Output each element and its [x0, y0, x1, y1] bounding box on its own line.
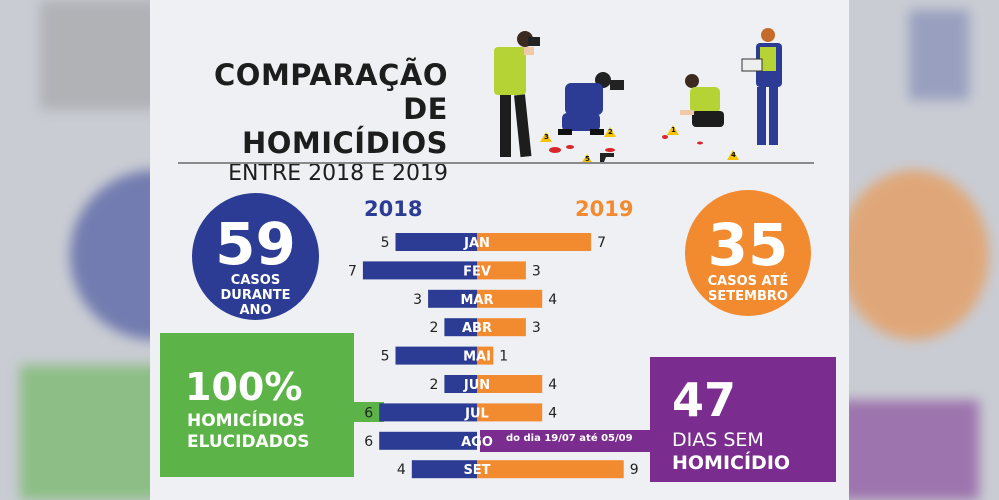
bar-2018-jul	[379, 403, 477, 422]
value-2018-mar: 3	[413, 292, 422, 308]
purple-connector	[480, 430, 652, 452]
investigator-clipboard-icon	[741, 28, 782, 145]
blurred-green-box	[20, 365, 150, 500]
bar-2019-mar	[477, 289, 543, 308]
title-line-1: COMPARAÇÃO	[214, 58, 448, 92]
value-2018-ago: 6	[364, 434, 373, 450]
bar-2018-ago	[379, 431, 477, 450]
bar-2018-jan	[395, 233, 477, 251]
days-without-homicide-box: 47 DIAS SEM HOMICÍDIO	[650, 357, 836, 482]
bar-2018-abr	[444, 318, 477, 337]
days-period-note: do dia 19/07 até 05/09	[506, 433, 633, 444]
evidence-marker-1: 1	[671, 126, 676, 134]
year-label-2019: 2019	[575, 197, 634, 221]
total-2018-number: 59	[215, 210, 296, 278]
value-2018-jun: 2	[429, 377, 438, 393]
evidence-marker-2: 2	[608, 128, 613, 136]
bar-2019-fev	[477, 261, 526, 280]
total-2019-circle: 35 CASOS ATÉ SETEMBRO	[685, 190, 811, 316]
bar-2019-jan	[477, 233, 592, 251]
value-2018-jul: 6	[364, 405, 373, 421]
total-2018-label-1: CASOS	[230, 273, 281, 288]
crime-scene-investigators-icon	[494, 28, 782, 164]
left-blurred-background	[0, 0, 150, 500]
month-label-jun: JUN	[463, 378, 490, 393]
value-2019-mar: 4	[548, 292, 557, 308]
bar-2019-jun	[477, 375, 543, 393]
evidence-marker-4: 4	[731, 151, 736, 159]
bar-2019-jul	[477, 403, 543, 422]
month-label-jul: JUL	[464, 406, 489, 421]
title-divider	[178, 162, 814, 164]
total-2019-number: 35	[707, 211, 789, 279]
evidence-marker-5: 5	[585, 155, 590, 163]
infographic-title: COMPARAÇÃO DE HOMICÍDIOS ENTRE 2018 E 20…	[200, 58, 448, 188]
bar-2018-set	[411, 460, 477, 479]
solved-cases-box: 100% HOMICÍDIOS ELUCIDADOS	[160, 333, 354, 477]
value-2019-fev: 3	[532, 263, 541, 279]
right-blurred-background	[849, 0, 999, 500]
solved-label-2: ELUCIDADOS	[187, 432, 310, 452]
value-2019-abr: 3	[532, 320, 541, 336]
value-2019-jan: 7	[597, 235, 606, 251]
title-line-2: DE HOMICÍDIOS	[241, 92, 448, 160]
total-2019-label-2: SETEMBRO	[708, 289, 788, 304]
total-2018-label-3: ANO	[239, 303, 272, 318]
month-label-mar: MAR	[460, 293, 493, 308]
total-2018-label-2: DURANTE	[220, 288, 291, 303]
investigator-standing-icon	[494, 31, 540, 158]
bar-2018-mai	[395, 346, 477, 365]
investigator-kneeling-icon	[680, 74, 724, 127]
total-2019-label-1: CASOS ATÉ	[707, 274, 789, 289]
evidence-marker-3: 3	[544, 133, 549, 141]
bar-2018-jun	[444, 375, 477, 393]
bar-2019-mai	[477, 346, 494, 365]
blurred-title	[40, 0, 150, 110]
green-connector	[354, 402, 384, 422]
value-2018-abr: 2	[429, 320, 438, 336]
value-2018-jan: 5	[381, 235, 390, 251]
value-2019-mai: 1	[499, 349, 508, 365]
bar-2019-abr	[477, 318, 526, 337]
month-label-abr: ABR	[462, 321, 492, 336]
bar-2018-fev	[362, 261, 477, 280]
value-2018-mai: 5	[381, 349, 390, 365]
year-label-2018: 2018	[364, 197, 423, 221]
solved-percent: 100%	[185, 365, 303, 409]
bar-2019-set	[477, 460, 624, 479]
title-line-3: ENTRE 2018 E 2019	[228, 161, 448, 186]
blurred-purple-box	[849, 400, 979, 500]
days-number: 47	[672, 373, 737, 427]
blurred-orange-circle	[849, 170, 989, 340]
value-2019-set: 9	[630, 462, 639, 478]
blurred-figure	[909, 10, 969, 100]
value-2018-set: 4	[397, 462, 406, 478]
value-2018-fev: 7	[348, 263, 357, 279]
month-label-set: SET	[463, 463, 490, 478]
days-label-1: DIAS SEM	[672, 429, 764, 451]
month-label-mai: MAI	[463, 350, 491, 365]
bar-2018-mar	[428, 289, 477, 308]
value-2019-jul: 4	[548, 405, 557, 421]
month-label-jan: JAN	[463, 236, 490, 251]
days-label-2: HOMICÍDIO	[672, 452, 791, 474]
investigator-camera-icon	[558, 72, 624, 135]
total-2018-circle: 59 CASOS DURANTE ANO	[192, 193, 319, 320]
solved-label-1: HOMICÍDIOS	[187, 411, 305, 431]
month-label-fev: FEV	[463, 264, 491, 279]
month-label-ago: AGO	[461, 435, 493, 450]
value-2019-jun: 4	[548, 377, 557, 393]
